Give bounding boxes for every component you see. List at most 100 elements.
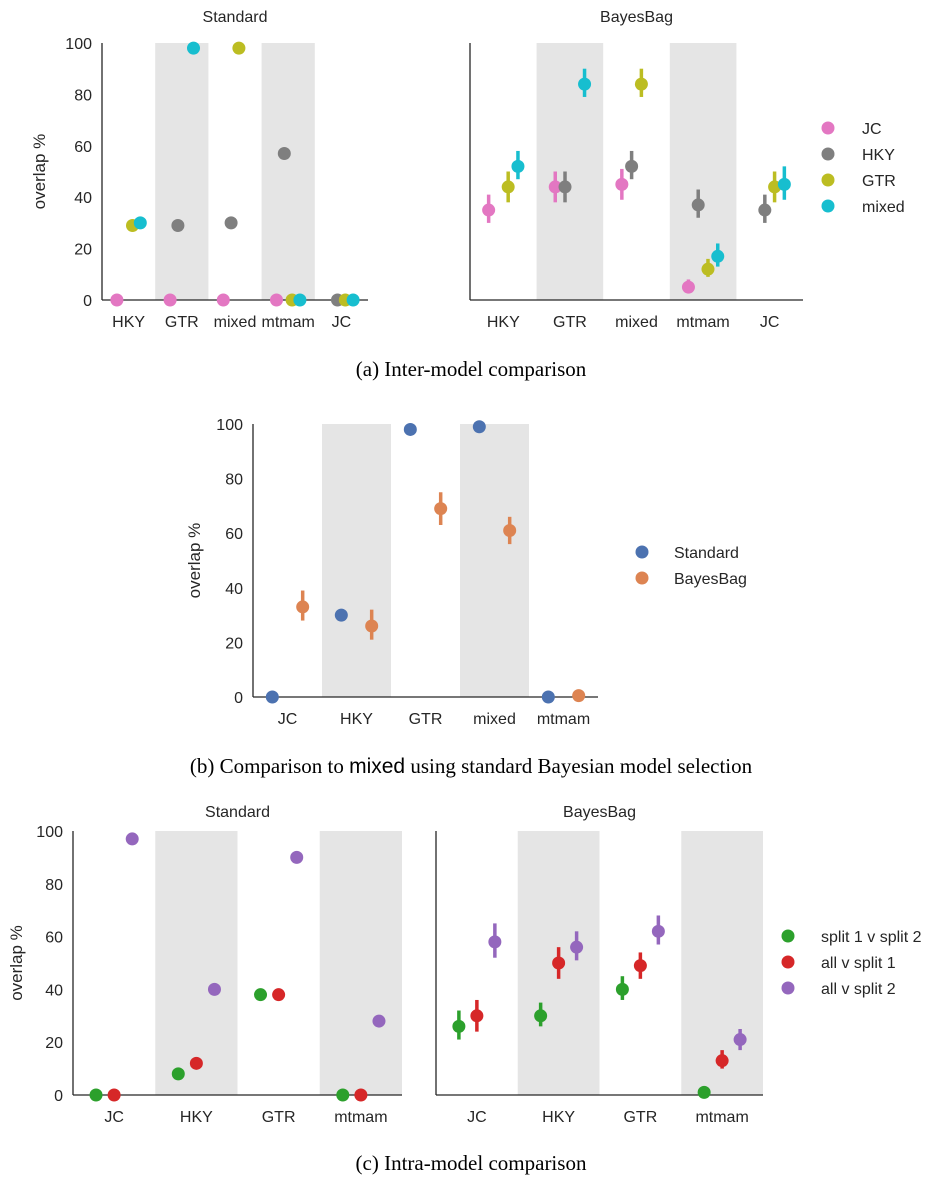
caption-b-part: using standard Bayesian model selection: [405, 754, 753, 778]
data-point: [541, 690, 555, 704]
data-point: [488, 935, 502, 949]
data-point: [89, 1088, 103, 1102]
data-point: [346, 293, 360, 307]
data-point: [501, 180, 515, 194]
data-point: [232, 41, 246, 55]
y-axis-label: overlap %: [30, 134, 49, 210]
data-point: [171, 218, 185, 232]
y-axis-label: overlap %: [7, 925, 26, 1001]
x-tick-label: mtmam: [695, 1109, 748, 1126]
legend-label: BayesBag: [674, 571, 747, 588]
x-tick-label: mtmam: [676, 314, 729, 331]
y-tick-label: 80: [74, 87, 92, 104]
legend-marker: [781, 981, 795, 995]
data-point: [163, 293, 177, 307]
data-point: [548, 180, 562, 194]
data-point: [334, 608, 348, 622]
data-point: [633, 959, 647, 973]
data-point: [534, 1009, 548, 1023]
y-tick-label: 100: [65, 36, 92, 53]
shade-band-GTR: [536, 43, 604, 300]
legend-marker: [781, 929, 795, 943]
legend-marker: [635, 571, 649, 585]
y-tick-label: 20: [225, 635, 243, 652]
data-point: [777, 177, 791, 191]
data-point: [733, 1033, 747, 1047]
data-point: [511, 159, 525, 173]
data-point: [578, 77, 592, 91]
shade-band-mtmam: [669, 43, 737, 300]
data-point: [354, 1088, 368, 1102]
caption-a: (a) Inter-model comparison: [356, 357, 587, 381]
data-point: [224, 216, 238, 230]
data-point: [625, 159, 639, 173]
x-tick-label: HKY: [112, 314, 145, 331]
shade-band-mixed: [460, 424, 529, 697]
x-tick-label: HKY: [340, 711, 373, 728]
data-point: [701, 262, 715, 276]
x-tick-label: HKY: [487, 314, 520, 331]
data-point: [189, 1056, 203, 1070]
data-point: [691, 198, 705, 212]
shade-band-GTR: [155, 43, 209, 300]
data-point: [277, 147, 291, 161]
data-point: [615, 982, 629, 996]
subplot-title: Standard: [205, 804, 270, 821]
data-point: [552, 956, 566, 970]
x-tick-label: mixed: [214, 314, 257, 331]
data-point: [403, 422, 417, 436]
subplot-bayesbag: JC HKY GTR mtmam BayesBag: [435, 804, 763, 1126]
data-point: [254, 988, 268, 1002]
x-tick-label: HKY: [542, 1109, 575, 1126]
y-tick-label: 40: [45, 982, 63, 999]
legend-marker: [821, 121, 835, 135]
data-point: [107, 1088, 121, 1102]
data-point: [715, 1054, 729, 1068]
caption-b-part: (b) Comparison to: [190, 754, 349, 778]
data-point: [296, 600, 310, 614]
x-tick-label: GTR: [553, 314, 587, 331]
x-tick-label: HKY: [180, 1109, 213, 1126]
subplot-standard: 0 20 40 60 80 100 HKY GTR mixed mtmam JC Standard: [65, 9, 368, 331]
panel-b: 0 20 40 60 80 100 JC HKY GTR mixed mtmam overlap % S…: [185, 417, 753, 778]
caption-b-model: mixed: [349, 755, 405, 778]
data-point: [171, 1067, 185, 1081]
x-tick-label: mixed: [615, 314, 658, 331]
data-point: [372, 1014, 386, 1028]
caption-b: (b) Comparison to mixed using standard B…: [190, 754, 753, 778]
data-point: [133, 216, 147, 230]
data-point: [634, 77, 648, 91]
x-tick-label: JC: [104, 1109, 124, 1126]
data-point: [681, 280, 695, 294]
legend-label: all v split 1: [821, 955, 896, 972]
x-tick-label: GTR: [165, 314, 199, 331]
x-tick-label: JC: [278, 711, 298, 728]
y-tick-label: 60: [45, 930, 63, 947]
data-point: [470, 1009, 484, 1023]
data-point: [615, 177, 629, 191]
data-point: [768, 180, 782, 194]
data-point: [570, 940, 584, 954]
legend-label: mixed: [862, 199, 905, 216]
subplot-title: BayesBag: [600, 9, 673, 26]
data-point: [452, 1019, 466, 1033]
legend-label: Standard: [674, 545, 739, 562]
x-tick-label: mixed: [473, 711, 516, 728]
data-point: [272, 988, 286, 1002]
y-tick-label: 80: [45, 877, 63, 894]
data-point: [336, 1088, 350, 1102]
legend-marker: [821, 147, 835, 161]
y-tick-label: 40: [225, 581, 243, 598]
y-tick-label: 20: [74, 242, 92, 259]
data-point: [290, 850, 304, 864]
x-tick-label: JC: [332, 314, 352, 331]
x-tick-label: mtmam: [262, 314, 315, 331]
data-point: [558, 180, 572, 194]
y-tick-label: 40: [74, 190, 92, 207]
data-point: [125, 832, 139, 846]
x-tick-label: GTR: [623, 1109, 657, 1126]
shade-band-mtmam: [261, 43, 315, 300]
y-tick-label: 0: [83, 293, 92, 310]
x-tick-label: GTR: [262, 1109, 296, 1126]
